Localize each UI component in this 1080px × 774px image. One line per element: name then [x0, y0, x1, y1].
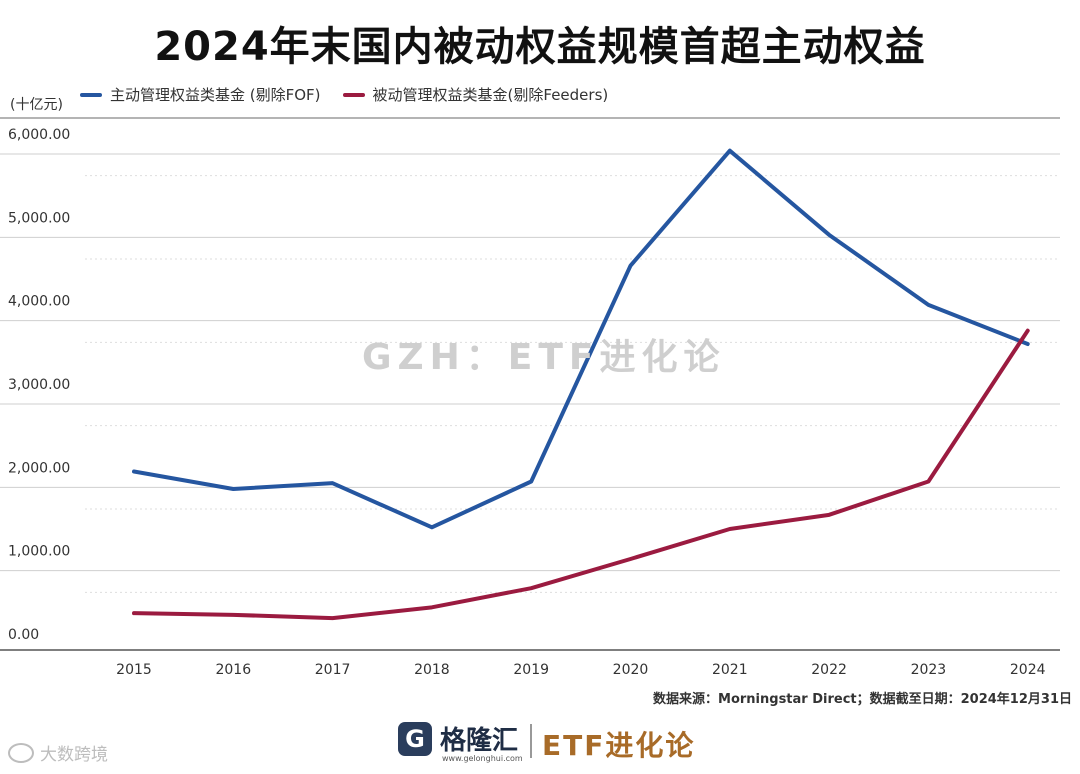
legend-swatch-active: [80, 92, 102, 97]
y-axis-unit-label: (十亿元): [10, 97, 63, 113]
y-tick-label-1: 1,000.00: [8, 544, 70, 560]
x-tick-label-2024: 2024: [1010, 662, 1046, 678]
line-chart: 0.00 1,000.00 2,000.00 3,000.00 4,000.00 5,00…: [0, 117, 1060, 678]
x-tick-label-2023: 2023: [911, 662, 947, 678]
series-line-active: [132, 148, 1030, 530]
x-tick-label-2017: 2017: [315, 662, 351, 678]
brand-gelonghui: G 格隆汇 www.gelonghui.com: [398, 720, 523, 763]
brand-domain: www.gelonghui.com: [442, 754, 523, 763]
watermark: GZH：ETF进化论: [362, 337, 726, 378]
etf-brand: ETF进化论: [542, 729, 696, 762]
legend-item-passive: 被动管理权益类基金(剔除Feeders): [342, 84, 609, 105]
weibo-icon: [8, 742, 34, 763]
x-tick-label-2022: 2022: [811, 662, 847, 678]
y-tick-label-4: 4,000.00: [8, 294, 70, 310]
chart-title: 2024年末国内被动权益规模首超主动权益: [154, 24, 926, 70]
x-tick-label-2021: 2021: [712, 662, 748, 678]
legend-swatch-passive: [342, 92, 365, 97]
legend-label-active: 主动管理权益类基金 (剔除FOF): [110, 86, 321, 104]
x-tick-label-2019: 2019: [513, 662, 549, 678]
legend: 主动管理权益类基金 (剔除FOF) 被动管理权益类基金(剔除Feeders): [80, 84, 608, 105]
footer-divider: [530, 724, 532, 758]
x-tick-label-2020: 2020: [613, 662, 649, 678]
brand-name: 格隆汇: [440, 726, 519, 756]
x-tick-label-2016: 2016: [215, 662, 251, 678]
weibo-text: 大数跨境: [40, 745, 108, 765]
footer: 大数跨境 G 格隆汇 www.gelonghui.com ETF进化论: [0, 716, 1080, 768]
weibo-watermark: 大数跨境: [8, 740, 108, 765]
y-tick-label-6: 6,000.00: [8, 127, 70, 143]
legend-item-active: 主动管理权益类基金 (剔除FOF): [80, 84, 321, 105]
y-tick-label-0: 0.00: [8, 627, 39, 643]
legend-label-passive: 被动管理权益类基金(剔除Feeders): [372, 86, 609, 104]
x-tick-label-2015: 2015: [116, 662, 152, 678]
x-tick-label-2018: 2018: [414, 662, 450, 678]
source-note: 数据来源：Morningstar Direct；数据截至日期：2024年12月3…: [653, 692, 1072, 707]
y-tick-label-2: 2,000.00: [8, 460, 70, 476]
y-tick-label-3: 3,000.00: [8, 377, 70, 393]
gelonghui-logo-icon: G: [398, 721, 432, 756]
series-line-passive: [132, 328, 1030, 621]
y-tick-label-5: 5,000.00: [8, 210, 70, 226]
